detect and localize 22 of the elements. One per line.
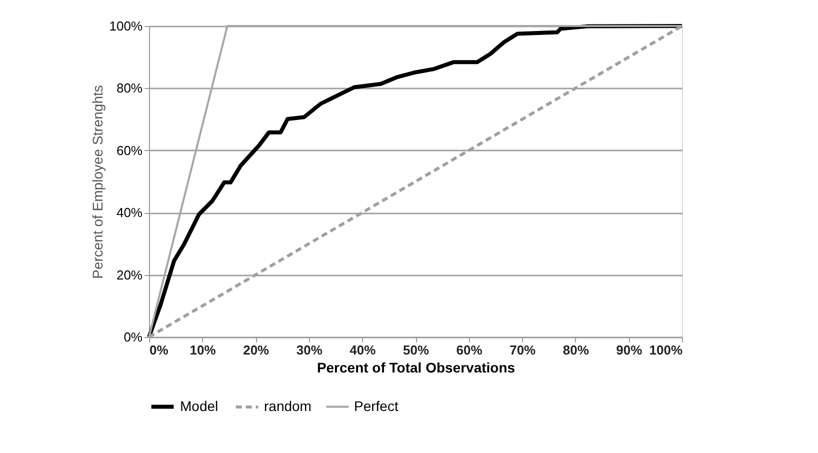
x-axis-title: Percent of Total Observations (316, 360, 516, 376)
x-tick-label: 20% (243, 342, 270, 358)
y-axis-title: Percent of Employee Strenghts (89, 85, 106, 279)
x-tick-label: 80% (562, 342, 590, 358)
y-tick-label: 40% (116, 205, 143, 220)
x-tick-label: 70% (510, 342, 536, 358)
x-tick-label: 40% (350, 342, 376, 358)
x-tick-label: 0% (150, 342, 169, 358)
x-tick-label: 50% (402, 342, 430, 358)
y-tick-label: 100% (109, 18, 143, 34)
x-tick-label: 10% (190, 342, 216, 358)
y-tick-label: 80% (116, 80, 143, 96)
x-tick-label: 100% (649, 342, 683, 358)
legend-label: Model (180, 398, 218, 414)
y-tick-label: 60% (116, 142, 143, 158)
x-tick-label: 30% (296, 342, 323, 358)
y-tick-label: 0% (124, 330, 143, 344)
y-tick-label: 20% (116, 267, 143, 282)
legend-label: Perfect (354, 398, 398, 414)
x-tick-label: 60% (456, 342, 483, 358)
legend-label: random (264, 398, 312, 414)
x-tick-label: 90% (616, 342, 643, 358)
